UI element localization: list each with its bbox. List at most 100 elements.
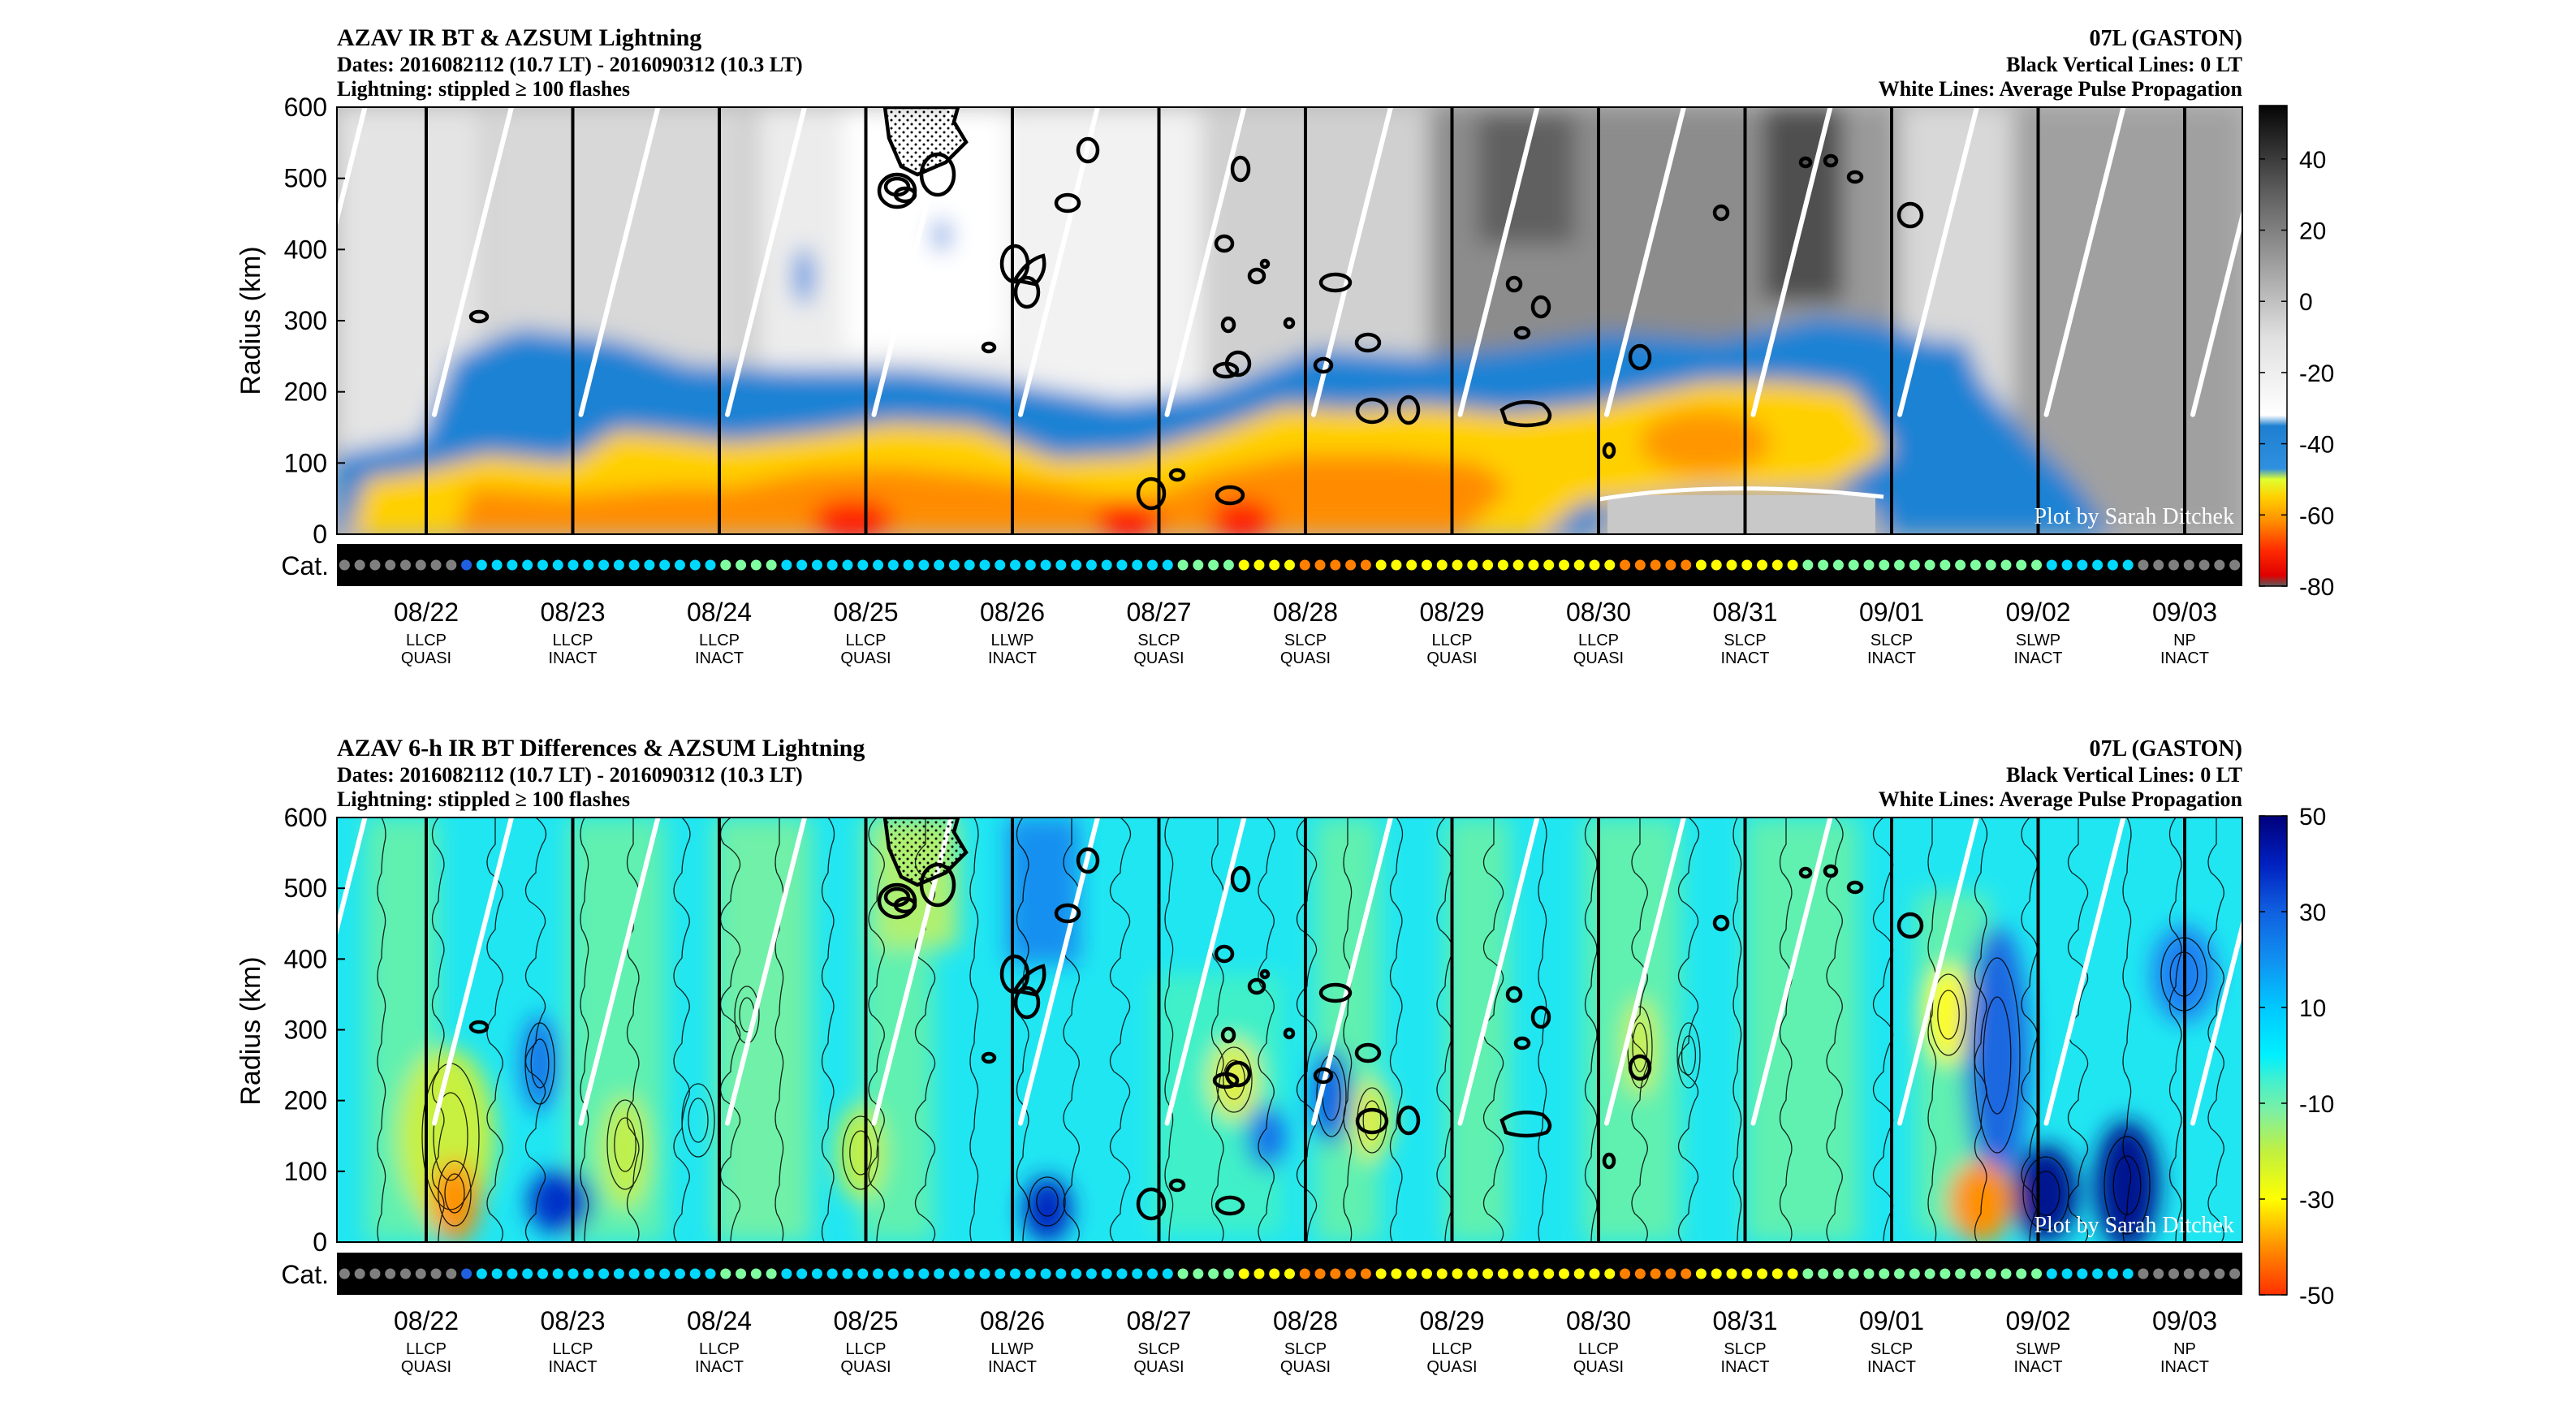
category-dot (903, 559, 914, 571)
category-dot (811, 559, 822, 571)
pulse-line (1750, 107, 1833, 417)
category-dot (507, 559, 518, 571)
category-dot (1116, 559, 1128, 571)
colorbar-ticks: 40 20 0 -20 -40 -60 -80 (2259, 147, 2334, 601)
category-dot (1085, 1268, 1097, 1279)
contour-line (1389, 817, 1404, 1242)
category-dot (2016, 559, 2027, 571)
y-axis-label: Radius (km) (235, 246, 266, 395)
category-dot (1711, 559, 1722, 571)
pulse-line (337, 817, 368, 939)
category-dot (1681, 1268, 1692, 1279)
day-date-label: 08/26 (980, 1306, 1045, 1335)
category-dot (934, 559, 945, 571)
colorbar-tick-label: -40 (2299, 432, 2334, 459)
category-dot (430, 1268, 442, 1279)
contour-line (821, 817, 835, 1242)
contour-line (1983, 996, 2012, 1115)
pulse-line (1311, 817, 1393, 1126)
category-dot (507, 1268, 518, 1279)
category-dot (1832, 1268, 1844, 1279)
category-dot (644, 559, 655, 571)
category-dot (598, 559, 610, 571)
day-stage-label: SLCP (1137, 1340, 1180, 1358)
contour-line (2021, 817, 2038, 1242)
day-date-label: 08/27 (1126, 1306, 1191, 1335)
category-dot (1497, 559, 1508, 571)
category-dot (537, 559, 548, 571)
category-dot (1299, 559, 1310, 571)
colorbar-ticks: 50 30 10 -10 -30 -50 (2259, 804, 2334, 1309)
plot-area: Plot by Sarah Ditchek (337, 107, 2242, 534)
contour-line (2112, 1155, 2142, 1215)
lightning-contour (1530, 1005, 1551, 1029)
category-dot (1071, 559, 1082, 571)
category-dot (399, 559, 411, 571)
category-dot (1634, 559, 1646, 571)
lightning-contour (1054, 903, 1081, 924)
category-dot (1512, 559, 1524, 571)
category-dot (1848, 1268, 1859, 1279)
stippled-lightning (882, 107, 969, 177)
day-date-label: 08/24 (687, 597, 752, 627)
category-dot (1345, 1268, 1357, 1279)
y-tick-label: 600 (284, 93, 327, 122)
colorbar: 40 20 0 -20 -40 -60 -80 (2259, 105, 2334, 601)
day-status-label: QUASI (1573, 1358, 1624, 1376)
category-dot (1757, 1268, 1768, 1279)
category-dot (1482, 559, 1494, 571)
white-lines-note: White Lines: Average Pulse Propagation (1879, 77, 2243, 101)
contour-line (688, 1098, 709, 1143)
lightning-contour (1247, 267, 1266, 285)
contour-line (438, 1160, 472, 1227)
category-dot (674, 559, 685, 571)
day-status-label: QUASI (1573, 649, 1624, 667)
category-dot (964, 1268, 975, 1279)
category-dot (598, 1268, 610, 1279)
category-dot (750, 559, 762, 571)
category-dot (857, 1268, 869, 1279)
category-dot (842, 559, 853, 571)
category-dot (887, 559, 899, 571)
lightning-contour (1712, 204, 1730, 222)
category-dot (1620, 559, 1631, 571)
category-dot (720, 559, 731, 571)
credit-text: Plot by Sarah Ditchek (2034, 1213, 2234, 1238)
category-dot (1406, 1268, 1417, 1279)
category-dot (720, 1268, 731, 1279)
lightning-contour (1136, 1187, 1167, 1221)
contour-line (1826, 817, 1844, 1242)
category-dot (1620, 1268, 1631, 1279)
contour-line (1677, 817, 1700, 1242)
category-dot (995, 559, 1006, 571)
category-dot (2046, 1268, 2057, 1279)
category-dot (1436, 559, 1448, 571)
day-status-label: QUASI (1426, 1358, 1477, 1376)
category-dot (1055, 1268, 1067, 1279)
lightning-contour (1505, 275, 1523, 293)
contour-line (524, 1022, 555, 1105)
y-axis-label: Radius (km) (235, 956, 266, 1105)
inner-core-edge (1599, 486, 1884, 502)
category-dot (1208, 1268, 1219, 1279)
colorbar-tick-label: -30 (2299, 1187, 2334, 1214)
contour-line (614, 1117, 636, 1172)
day-stage-label: LLCP (552, 1340, 593, 1358)
day-status-label: INACT (1867, 649, 1916, 667)
category-dot (1634, 1268, 1646, 1279)
category-dot (1955, 1268, 1966, 1279)
lightning-contour (1499, 1110, 1552, 1138)
category-dot (705, 1268, 716, 1279)
category-dot (537, 1268, 548, 1279)
day-date-label: 09/02 (2005, 1306, 2070, 1335)
y-axis: 0 100 200 300 400 500 600 (284, 803, 345, 1257)
lightning-contour (1313, 356, 1334, 374)
category-dot (1543, 1268, 1555, 1279)
colorbar-bar (2259, 815, 2288, 1296)
category-dot (1863, 1268, 1875, 1279)
day-stage-label: LLCP (699, 1340, 740, 1358)
category-dot (2016, 1268, 2027, 1279)
category-dot (1223, 1268, 1234, 1279)
category-dot (1589, 559, 1600, 571)
category-dot (461, 1268, 472, 1279)
